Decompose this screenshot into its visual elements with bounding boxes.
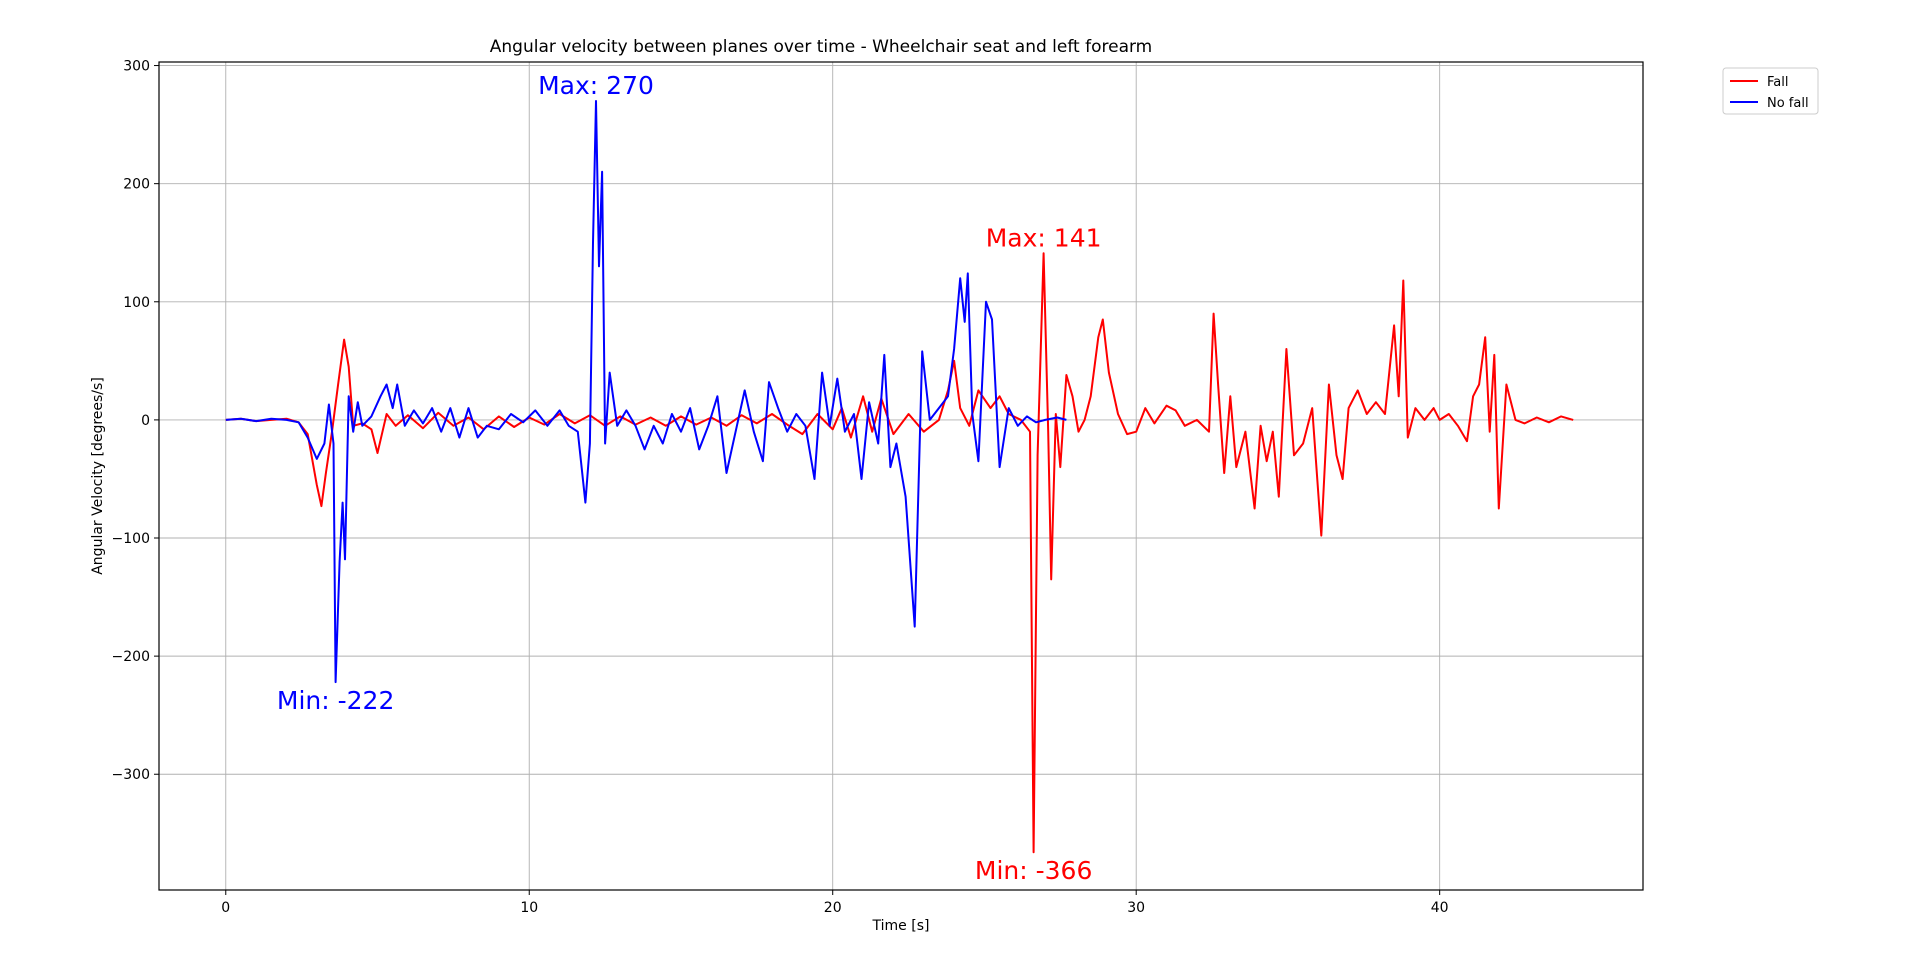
- series-line-fall: [225, 252, 1574, 854]
- y-tick-label: −300: [112, 767, 150, 783]
- annotation-label: Min: -366: [975, 856, 1092, 885]
- annotation-label: Max: 270: [538, 71, 654, 100]
- y-tick-label: −200: [112, 649, 150, 665]
- series-line-no-fall: [225, 100, 1067, 684]
- annotation-label: Min: -222: [277, 686, 394, 715]
- x-tick-label: 0: [221, 900, 230, 916]
- annotations: Max: 270 Min: -222 Max: 141 Min: -366: [277, 71, 1102, 885]
- y-tick-label: 300: [123, 59, 150, 75]
- x-tick-label: 10: [520, 900, 538, 916]
- chart-title: Angular velocity between planes over tim…: [490, 37, 1153, 57]
- series-lines: [225, 100, 1574, 854]
- x-axis-label: Time [s]: [872, 918, 930, 934]
- y-tick-label: −100: [112, 531, 150, 547]
- y-tick-label: 0: [141, 413, 150, 429]
- grid-lines: [159, 62, 1643, 890]
- plot-frame: [158, 61, 1644, 891]
- x-tick-label: 20: [824, 900, 842, 916]
- legend: Fall No fall: [1722, 67, 1819, 115]
- y-tick-label: 100: [123, 295, 150, 311]
- annotation-label: Max: 141: [986, 223, 1102, 252]
- x-tick-label: 30: [1127, 900, 1145, 916]
- x-tick-label: 40: [1431, 900, 1449, 916]
- axis-ticks: 0 10 20 30 40 300 200 100 0 −100 −200 −300: [112, 59, 1449, 916]
- y-axis-label: Angular Velocity [degrees/s]: [90, 377, 106, 575]
- legend-entry: No fall: [1767, 96, 1809, 111]
- legend-entry: Fall: [1767, 75, 1788, 90]
- y-tick-label: 200: [123, 177, 150, 193]
